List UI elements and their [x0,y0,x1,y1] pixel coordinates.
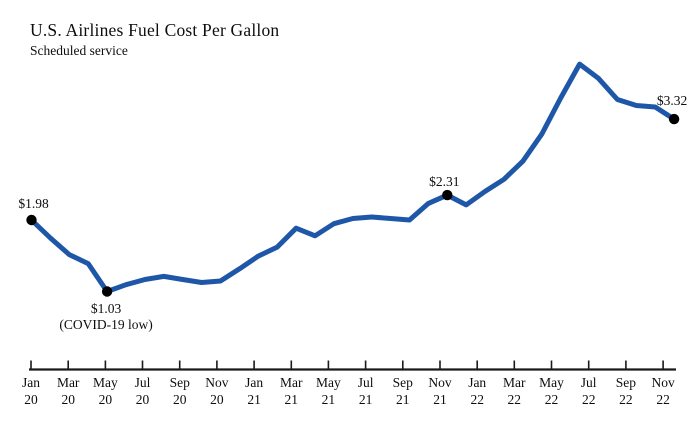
annotation-value: $3.32 [656,93,688,109]
x-tick-month: Mar [503,375,526,390]
x-tick-year: 20 [135,391,150,407]
x-tick-label: Nov 21 [420,375,460,408]
x-tick-month: Nov [205,375,229,390]
x-tick-year: 22 [470,391,484,407]
x-tick-year: 20 [172,391,187,407]
annotation-label: $1.98 [0,196,114,212]
annotation-label: $1.03 (COVID-19 low) [26,301,186,333]
x-tick-year: 20 [24,391,38,407]
x-tick-label: Jul 20 [123,375,163,408]
x-tick-year: 21 [247,391,261,407]
x-tick-month: May [539,375,564,390]
data-point-marker [101,286,113,297]
data-point-marker [668,113,680,125]
x-tick-month: Jul [134,375,151,390]
data-point-marker [26,214,37,226]
x-tick-year: 21 [358,391,373,407]
annotation-value: $2.31 [429,174,460,190]
x-tick-year: 21 [284,391,299,407]
chart-title: U.S. Airlines Fuel Cost Per Gallon [30,20,280,40]
x-tick-label: Jul 21 [346,375,386,408]
x-tick-label: Mar 21 [271,375,311,408]
x-tick-label: May 20 [85,375,125,408]
x-tick-label: Mar 20 [48,375,88,408]
x-tick-month: Sep [169,375,190,390]
x-tick-year: 22 [507,391,522,407]
x-tick-year: 22 [544,391,559,407]
x-tick-label: Jul 22 [569,375,609,408]
x-tick-month: Nov [651,375,675,390]
annotation-note: (COVID-19 low) [59,316,153,332]
chart-subtitle: Scheduled service [30,43,128,58]
x-tick-month: Jan [22,375,40,390]
x-tick-year: 21 [396,391,410,407]
x-tick-label: Jan 21 [234,375,274,408]
x-tick-month: Sep [615,375,637,390]
x-tick-month: Jul [580,375,597,390]
x-tick-month: May [93,375,118,390]
x-tick-month: Jul [357,375,374,390]
annotation-label: $2.31 [364,174,524,190]
x-tick-label: Jan 22 [457,375,497,408]
x-tick-year: 20 [210,391,224,407]
x-tick-month: May [316,375,341,390]
x-tick-month: Mar [280,375,303,390]
x-tick-month: Nov [428,375,452,390]
data-point-markers [26,113,680,297]
x-axis-ticks [30,360,664,370]
x-tick-year: 22 [581,391,596,407]
x-tick-month: Mar [56,375,80,390]
x-tick-year: 20 [98,391,113,407]
x-tick-year: 21 [433,391,447,407]
annotation-value: $1.03 [90,300,122,316]
x-tick-month: Sep [392,375,413,390]
x-tick-year: 21 [321,391,336,407]
x-tick-year: 22 [656,391,670,407]
x-tick-month: Jan [468,375,487,390]
x-tick-month: Jan [245,375,264,390]
x-tick-label: Nov 22 [643,375,683,408]
annotation-value: $1.98 [18,196,49,211]
x-tick-label: Mar 22 [494,375,534,408]
x-tick-label: Sep 20 [160,375,200,408]
data-point-marker [442,189,453,201]
x-tick-label: May 21 [308,375,348,408]
x-tick-label: Jan 20 [11,375,51,408]
fuel-cost-line [29,61,677,294]
x-tick-label: Nov 20 [197,375,237,408]
x-tick-label: May 22 [532,375,572,408]
x-tick-label: Sep 21 [383,375,423,408]
x-tick-label: Sep 22 [606,375,646,408]
x-tick-year: 22 [619,391,633,407]
x-tick-year: 20 [61,391,75,407]
annotation-label: $3.32 [592,93,700,109]
